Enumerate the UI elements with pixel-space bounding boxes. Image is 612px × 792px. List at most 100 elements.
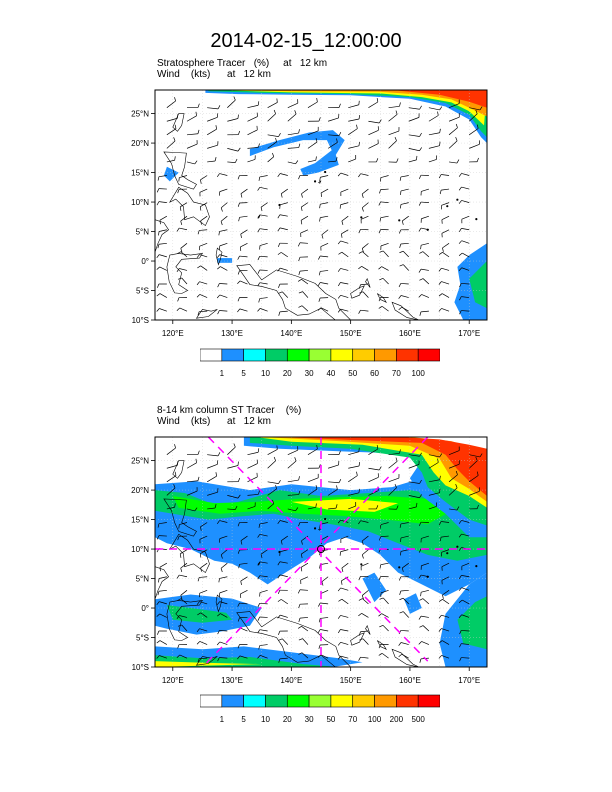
wind-barb-flag: [395, 457, 398, 462]
wind-barb: [449, 508, 458, 511]
wind-barb-flag: [418, 268, 422, 273]
wind-barb: [340, 535, 349, 540]
wind-barb-flag: [180, 221, 183, 226]
coastline-shape: [169, 533, 210, 574]
wind-barb-flag: [398, 576, 402, 581]
wind-barb: [181, 277, 188, 285]
wind-barb-flag: [298, 638, 303, 641]
wind-barb-flag: [378, 266, 382, 270]
wind-barb: [199, 243, 208, 247]
wind-barb-flag: [378, 613, 382, 617]
wind-barb-flag: [315, 503, 317, 508]
wind-barb-flag: [458, 186, 462, 191]
colorbar-level-label: 20: [283, 369, 292, 378]
wind-barb: [259, 242, 268, 246]
wind-barb-flag: [297, 589, 301, 594]
wind-barb: [302, 638, 309, 645]
wind-barb-flag: [337, 615, 341, 619]
wind-barb-flag: [316, 98, 318, 103]
wind-barb-flag: [300, 567, 303, 572]
wind-barb: [341, 215, 349, 222]
wind-barb: [340, 202, 349, 206]
wind-barb-flag: [196, 281, 200, 286]
wind-barb: [448, 463, 460, 469]
wind-barb: [281, 535, 289, 541]
wind-barb-flag: [438, 628, 442, 632]
wind-barb-flag: [158, 231, 160, 236]
wind-barb-flag: [278, 291, 283, 294]
wind-barb-flag: [316, 445, 318, 450]
wind-barb: [408, 148, 420, 152]
lat-tick-label: 20°N: [131, 486, 149, 495]
wind-barb-flag: [278, 631, 281, 636]
wind-barb-flag: [194, 507, 198, 512]
wind-barb-flag: [399, 176, 402, 181]
wind-barb: [299, 617, 308, 619]
wind-barb-flag: [272, 152, 275, 157]
wind-barb: [227, 446, 236, 455]
wind-barb-flag: [157, 244, 160, 249]
wind-barb: [281, 188, 289, 194]
wind-barb-flag: [336, 485, 338, 490]
colorbar-svg-column: 1 5 10 20 30 50 70 100 200 500: [200, 694, 440, 724]
wind-barb: [301, 652, 309, 659]
tracer-patch: [163, 166, 179, 182]
wind-barb: [461, 643, 470, 645]
wind-barb-flag: [280, 540, 283, 545]
wind-barb-flag: [337, 240, 341, 245]
graticule: [155, 90, 487, 320]
wind-barb: [158, 229, 167, 232]
wind-barb-flag: [361, 554, 364, 559]
wind-barb-flag: [419, 147, 422, 151]
wind-barb: [449, 161, 458, 164]
wind-barb-flag: [197, 103, 200, 108]
wind-barb: [428, 462, 439, 469]
map-panel-stratosphere-tracer: 25°N 20°N 15°N 10°N 5°N 0° 5°S 10°S 120°E 130°E 14…: [100, 82, 512, 372]
wind-barb-flag: [317, 282, 321, 287]
wind-barb-flag: [336, 138, 338, 143]
wind-barb: [180, 549, 188, 555]
colorbar-swatch: [286, 348, 310, 362]
wind-barb: [421, 562, 430, 567]
wind-barb-flag: [238, 130, 241, 135]
coastline-shape: [169, 186, 210, 227]
wind-barb: [199, 535, 208, 540]
wind-barb: [469, 107, 481, 111]
wind-barb: [307, 101, 318, 108]
wind-barb: [340, 172, 349, 176]
wind-barb-flag: [258, 298, 261, 303]
wind-barb: [180, 590, 188, 596]
wind-barb: [380, 243, 389, 247]
wind-barb-flag: [358, 229, 361, 234]
wind-barb: [299, 270, 308, 272]
wind-barb: [388, 105, 400, 109]
wind-barb: [382, 278, 389, 285]
wind-barb-flag: [455, 484, 458, 489]
wind-barb-flag: [217, 613, 221, 617]
wind-barb: [441, 293, 450, 298]
wind-barb-flag: [361, 193, 364, 198]
wind-barb-flag: [197, 612, 201, 616]
wind-barb: [199, 281, 208, 285]
wind-barb-flag: [419, 658, 422, 663]
wind-barb: [441, 628, 450, 632]
tracer-patch: [404, 593, 422, 614]
wind-barb: [441, 521, 450, 523]
wind-barb: [382, 625, 389, 632]
wind-barb: [259, 228, 268, 231]
island-dot: [324, 170, 327, 174]
lon-tick-label: 140°E: [280, 676, 302, 685]
wind-barb-flag: [217, 310, 220, 315]
wind-barb: [287, 147, 299, 149]
wind-barb: [186, 133, 198, 136]
wind-barb-flag: [238, 217, 240, 222]
wind-barb: [259, 214, 268, 217]
colorbar-level-label: 1: [220, 369, 225, 378]
wind-barb-flag: [233, 96, 236, 101]
wind-barb-flag: [359, 284, 361, 289]
wind-barb: [179, 574, 188, 578]
wind-barb-flag: [273, 109, 276, 114]
wind-barb: [368, 490, 379, 496]
wind-barb-flag: [180, 568, 183, 573]
wind-barb-flag: [277, 590, 281, 595]
